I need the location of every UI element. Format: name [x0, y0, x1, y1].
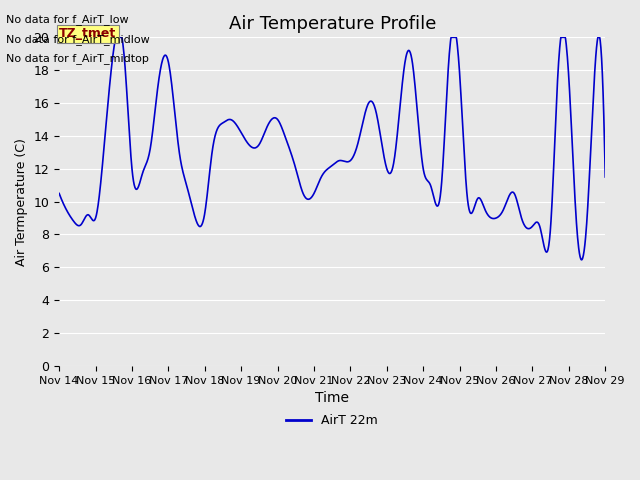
- Title: Air Temperature Profile: Air Temperature Profile: [228, 15, 436, 33]
- Text: No data for f_AirT_midlow: No data for f_AirT_midlow: [6, 34, 150, 45]
- X-axis label: Time: Time: [316, 391, 349, 405]
- Text: TZ_tmet: TZ_tmet: [59, 27, 116, 40]
- Text: No data for f_AirT_midtop: No data for f_AirT_midtop: [6, 53, 149, 64]
- Legend: AirT 22m: AirT 22m: [282, 409, 383, 432]
- Text: No data for f_AirT_low: No data for f_AirT_low: [6, 14, 129, 25]
- Y-axis label: Air Termperature (C): Air Termperature (C): [15, 138, 28, 265]
